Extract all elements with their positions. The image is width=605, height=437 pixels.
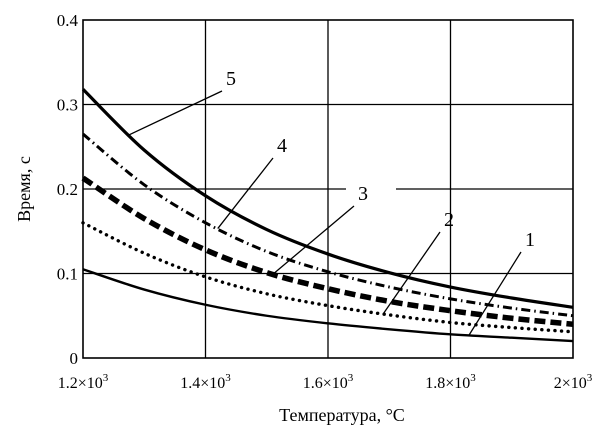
callout-label-4: 4 (277, 135, 287, 157)
callout-leader-2 (382, 231, 441, 315)
x-tick-label: 2×103 (554, 372, 593, 392)
callouts: 1 2 3 4 5 (128, 68, 535, 336)
y-tick-label: 0.3 (57, 96, 78, 115)
y-tick-label: 0.1 (57, 265, 78, 284)
series-line-5 (81, 88, 574, 309)
gridline-gap (346, 186, 396, 192)
x-tick-label: 1.8×103 (425, 372, 476, 392)
series-line-4 (82, 132, 574, 318)
y-axis: 0 0.1 0.2 0.3 0.4 (57, 11, 79, 368)
callout-label-3: 3 (358, 183, 368, 205)
callout-leader-4 (217, 157, 274, 229)
callout-leader-5 (128, 90, 223, 136)
y-tick-label: 0 (70, 349, 79, 368)
plot-frame (82, 19, 574, 359)
callout-leader-1 (468, 251, 522, 336)
callout-leader-3 (272, 205, 355, 275)
y-tick-label: 0.4 (57, 11, 79, 30)
series-line-2 (81, 221, 575, 334)
x-tick-label: 1.2×103 (58, 372, 109, 392)
series-group (81, 88, 575, 343)
y-axis-label: Время, с (14, 156, 34, 222)
series-line-3 (81, 175, 574, 327)
grid (83, 20, 573, 358)
callout-label-1: 1 (525, 229, 535, 251)
x-tick-label: 1.4×103 (180, 372, 231, 392)
x-axis-label: Температура, °С (279, 405, 405, 425)
y-tick-label: 0.2 (57, 180, 78, 199)
series-line-1 (82, 268, 574, 343)
x-tick-label: 1.6×103 (303, 372, 354, 392)
x-axis: 1.2×103 1.4×103 1.6×103 1.8×103 2×103 (58, 372, 593, 392)
plot-border (82, 19, 574, 359)
callout-label-2: 2 (444, 209, 454, 231)
callout-label-5: 5 (226, 68, 236, 90)
